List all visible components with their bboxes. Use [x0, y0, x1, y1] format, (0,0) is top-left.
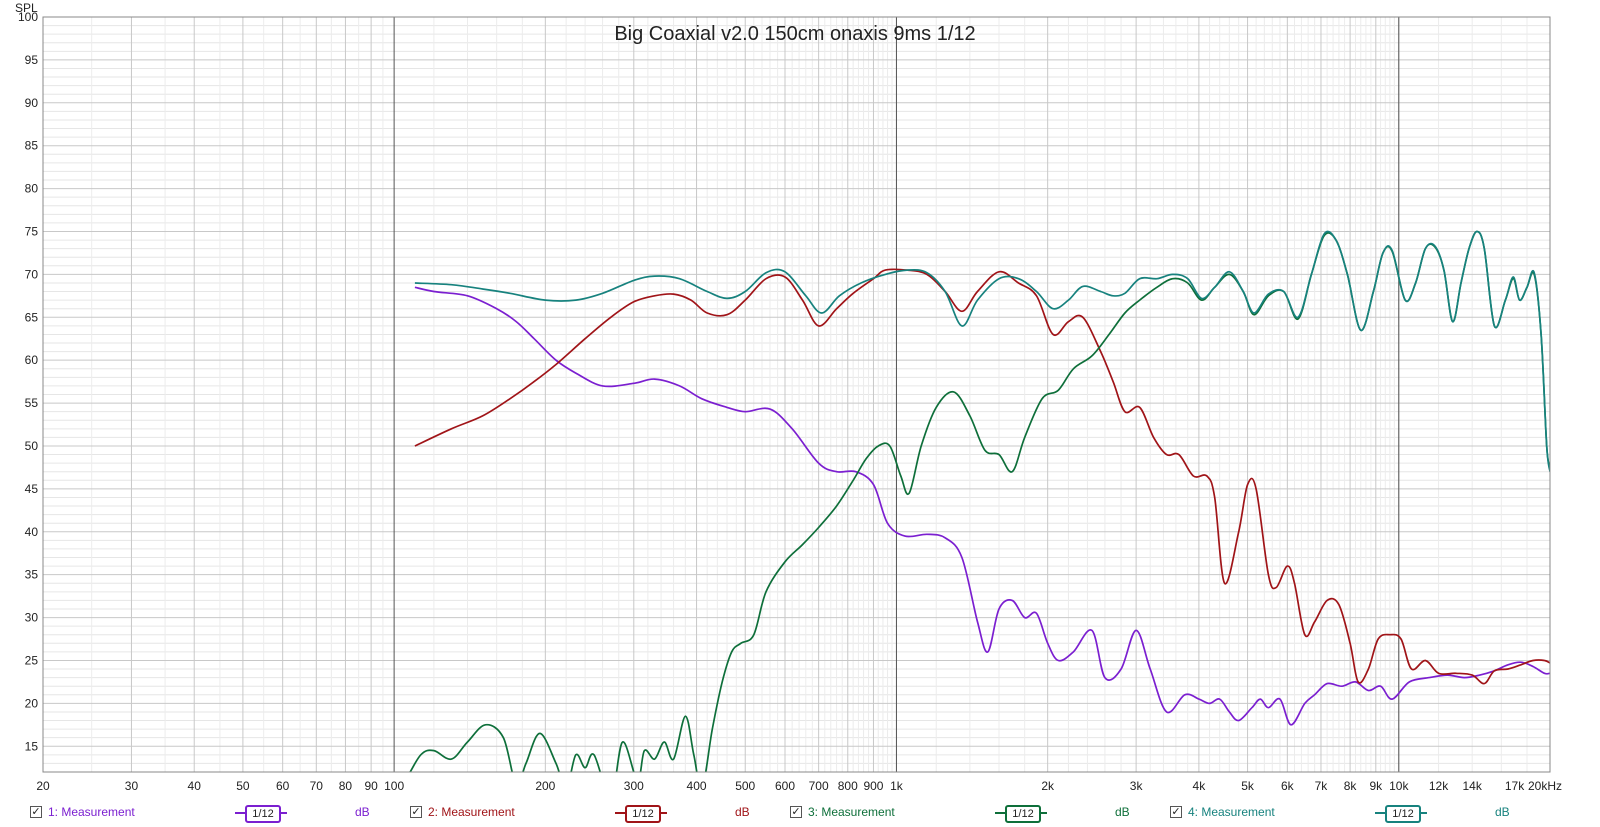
x-tick-label: 90 — [364, 779, 378, 793]
y-tick-label: 75 — [25, 224, 39, 238]
x-tick-label: 1k — [890, 779, 904, 793]
x-tick-label: 6k — [1281, 779, 1295, 793]
legend-label: 1: Measurement — [48, 805, 135, 819]
x-tick-label: 50 — [236, 779, 250, 793]
x-tick-label: 10k — [1389, 779, 1409, 793]
smoothing-value: 1/12 — [1385, 805, 1421, 823]
x-tick-label: 17k — [1505, 779, 1525, 793]
x-tick-label: 80 — [339, 779, 353, 793]
series-line-4 — [414, 230, 1550, 472]
frequency-response-chart: 15 20 25 30 35 40 45 50 55 60 65 70 75 80 85 90 95 100 20… — [15, 1, 1562, 793]
checkbox-icon[interactable]: ✓ — [410, 805, 422, 818]
legend: ✓ 1: Measurement 1/12 dB ✓ 2: Measuremen… — [0, 800, 1600, 827]
y-tick-label: 20 — [25, 696, 39, 710]
y-tick-label: 70 — [25, 267, 39, 281]
x-tick-label: 70 — [310, 779, 324, 793]
x-tick-label: 9k — [1369, 779, 1383, 793]
legend-unit: dB — [355, 805, 370, 819]
y-tick-label: 30 — [25, 611, 39, 625]
chart-title: Big Coaxial v2.0 150cm onaxis 9ms 1/12 — [614, 23, 975, 45]
x-tick-label: 100 — [384, 779, 404, 793]
y-tick-label: 45 — [25, 482, 39, 496]
smoothing-control[interactable]: 1/12 — [615, 805, 667, 823]
y-tick-label: 65 — [25, 310, 39, 324]
series-layer — [409, 230, 1550, 772]
x-tick-label: 200 — [535, 779, 555, 793]
x-tick-label: 14k — [1463, 779, 1483, 793]
x-tick-label: 800 — [838, 779, 858, 793]
x-tick-label: 20kHz — [1528, 779, 1562, 793]
y-tick-label: 80 — [25, 182, 39, 196]
legend-unit: dB — [735, 805, 750, 819]
y-tick-label: 55 — [25, 396, 39, 410]
smoothing-value: 1/12 — [245, 805, 281, 823]
y-tick-label: 15 — [25, 739, 39, 753]
smoothing-control[interactable]: 1/12 — [1375, 805, 1427, 823]
x-tick-label: 4k — [1193, 779, 1207, 793]
x-tick-label: 5k — [1241, 779, 1255, 793]
y-tick-label: 90 — [25, 96, 39, 110]
smoothing-value: 1/12 — [625, 805, 661, 823]
legend-unit: dB — [1495, 805, 1510, 819]
x-tick-label: 400 — [687, 779, 707, 793]
x-tick-label: 2k — [1041, 779, 1055, 793]
x-tick-label: 60 — [276, 779, 290, 793]
x-tick-label: 40 — [188, 779, 202, 793]
x-tick-label: 3k — [1130, 779, 1144, 793]
smoothing-value: 1/12 — [1005, 805, 1041, 823]
legend-label: 4: Measurement — [1188, 805, 1275, 819]
y-tick-label: 50 — [25, 439, 39, 453]
x-tick-label: 12k — [1429, 779, 1449, 793]
checkbox-icon[interactable]: ✓ — [30, 805, 42, 818]
y-tick-label: 95 — [25, 53, 39, 67]
y-tick-label: 35 — [25, 568, 39, 582]
y-tick-label: 25 — [25, 653, 39, 667]
x-tick-label: 300 — [624, 779, 644, 793]
x-tick-labels: 20 30 40 50 60 70 80 90 100 200 300 400 500 600 700 800… — [36, 779, 1562, 793]
checkbox-icon[interactable]: ✓ — [790, 805, 802, 818]
series-line-2 — [414, 268, 1550, 685]
legend-unit: dB — [1115, 805, 1130, 819]
y-tick-labels: 15 20 25 30 35 40 45 50 55 60 65 70 75 80 85 90 95 100 — [18, 10, 38, 753]
y-tick-label: 85 — [25, 139, 39, 153]
y-tick-label: 40 — [25, 525, 39, 539]
y-tick-label: 60 — [25, 353, 39, 367]
x-tick-label: 500 — [735, 779, 755, 793]
x-tick-label: 600 — [775, 779, 795, 793]
smoothing-control[interactable]: 1/12 — [235, 805, 287, 823]
x-tick-label: 900 — [863, 779, 883, 793]
y-axis-label: SPL — [15, 1, 38, 15]
minor-grid — [43, 17, 1550, 773]
checkbox-icon[interactable]: ✓ — [1170, 805, 1182, 818]
y-tick-label: 100 — [18, 10, 38, 24]
legend-label: 3: Measurement — [808, 805, 895, 819]
series-line-1 — [414, 286, 1550, 726]
x-tick-label: 20 — [36, 779, 50, 793]
x-tick-label: 8k — [1344, 779, 1358, 793]
x-tick-label: 700 — [809, 779, 829, 793]
x-tick-label: 30 — [125, 779, 139, 793]
plot-border — [42, 16, 1551, 773]
smoothing-control[interactable]: 1/12 — [995, 805, 1047, 823]
legend-label: 2: Measurement — [428, 805, 515, 819]
x-tick-label: 7k — [1315, 779, 1329, 793]
